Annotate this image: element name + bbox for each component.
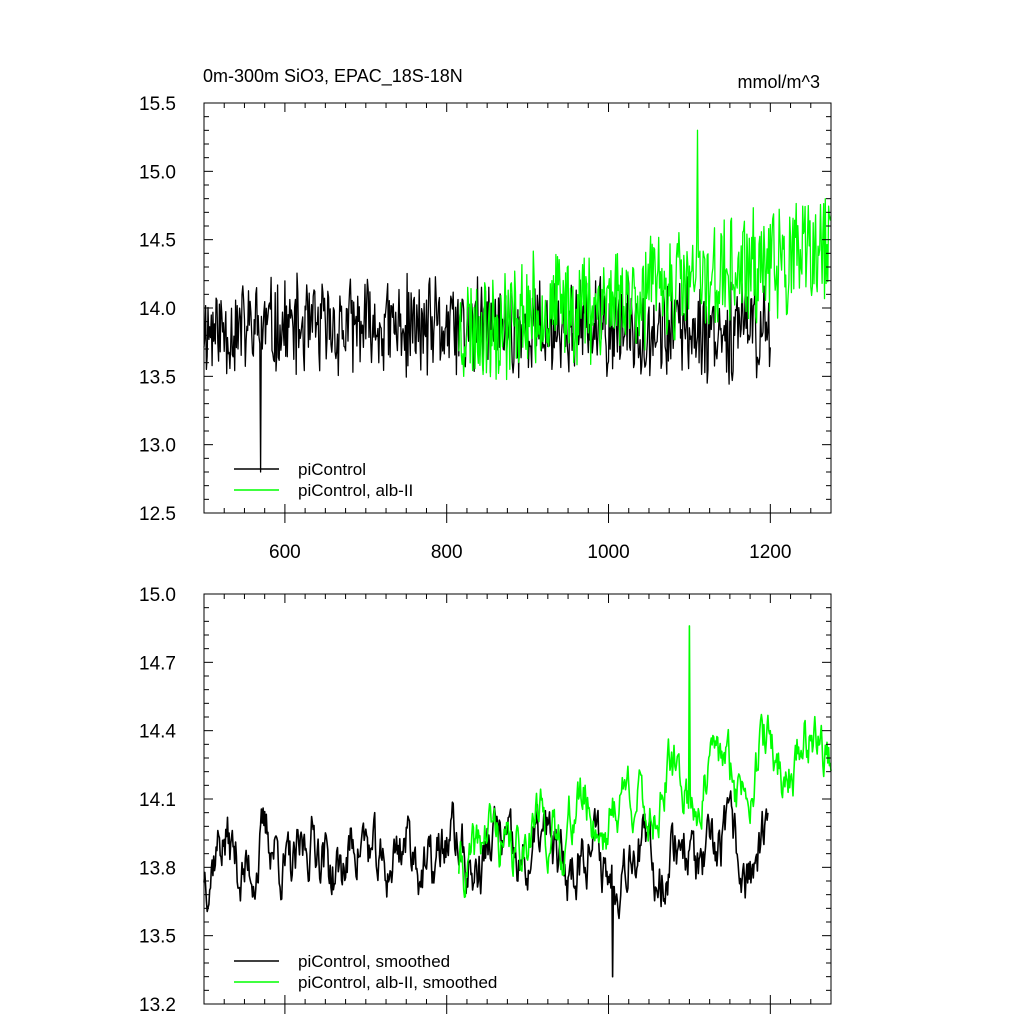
series-line-picontrol-alb-ii: [458, 129, 832, 381]
y-tick-label: 13.2: [139, 995, 176, 1016]
legend-label-alb-ii: piControl, alb-II: [298, 481, 413, 500]
chart-title: 0m-300m SiO3, EPAC_18S-18N: [203, 66, 463, 87]
y-tick-label: 12.5: [139, 504, 176, 525]
legend-label-picontrol-smoothed: piControl, smoothed: [298, 952, 450, 971]
y-tick-label: 14.1: [139, 790, 176, 811]
legend-label-picontrol: piControl: [298, 460, 366, 479]
x-tick-label: 1200: [749, 542, 791, 563]
units-label: mmol/m^3: [738, 72, 820, 92]
y-tick-label: 14.0: [139, 299, 176, 320]
top-legend: piControl piControl, alb-II: [234, 460, 413, 500]
y-tick-label: 13.8: [139, 858, 176, 879]
series-line-picontrol-alb-ii-smoothed: [458, 625, 832, 899]
y-tick-label: 15.0: [139, 585, 176, 606]
top-panel: 0m-300m SiO3, EPAC_18S-18N mmol/m^3 12.5…: [139, 66, 832, 563]
y-tick-label: 14.4: [139, 722, 176, 743]
y-tick-label: 15.0: [139, 162, 176, 183]
x-tick-label: 1000: [587, 542, 629, 563]
y-tick-label: 13.0: [139, 436, 176, 457]
y-tick-label: 14.7: [139, 653, 176, 674]
bottom-panel: 13.2 13.5 13.8 14.1 14.4 14.7 15.0 piControl, …: [139, 585, 832, 1016]
series-line-picontrol-smoothed: [203, 790, 769, 978]
x-tick-label: 600: [269, 542, 301, 563]
y-tick-label: 13.5: [139, 367, 176, 388]
y-tick-label: 15.5: [139, 94, 176, 115]
bottom-legend: piControl, smoothed piControl, alb-II, s…: [234, 952, 497, 992]
y-tick-label: 13.5: [139, 927, 176, 948]
legend-label-alb-ii-smoothed: piControl, alb-II, smoothed: [298, 973, 497, 992]
x-tick-label: 800: [431, 542, 463, 563]
y-tick-label: 14.5: [139, 231, 176, 252]
